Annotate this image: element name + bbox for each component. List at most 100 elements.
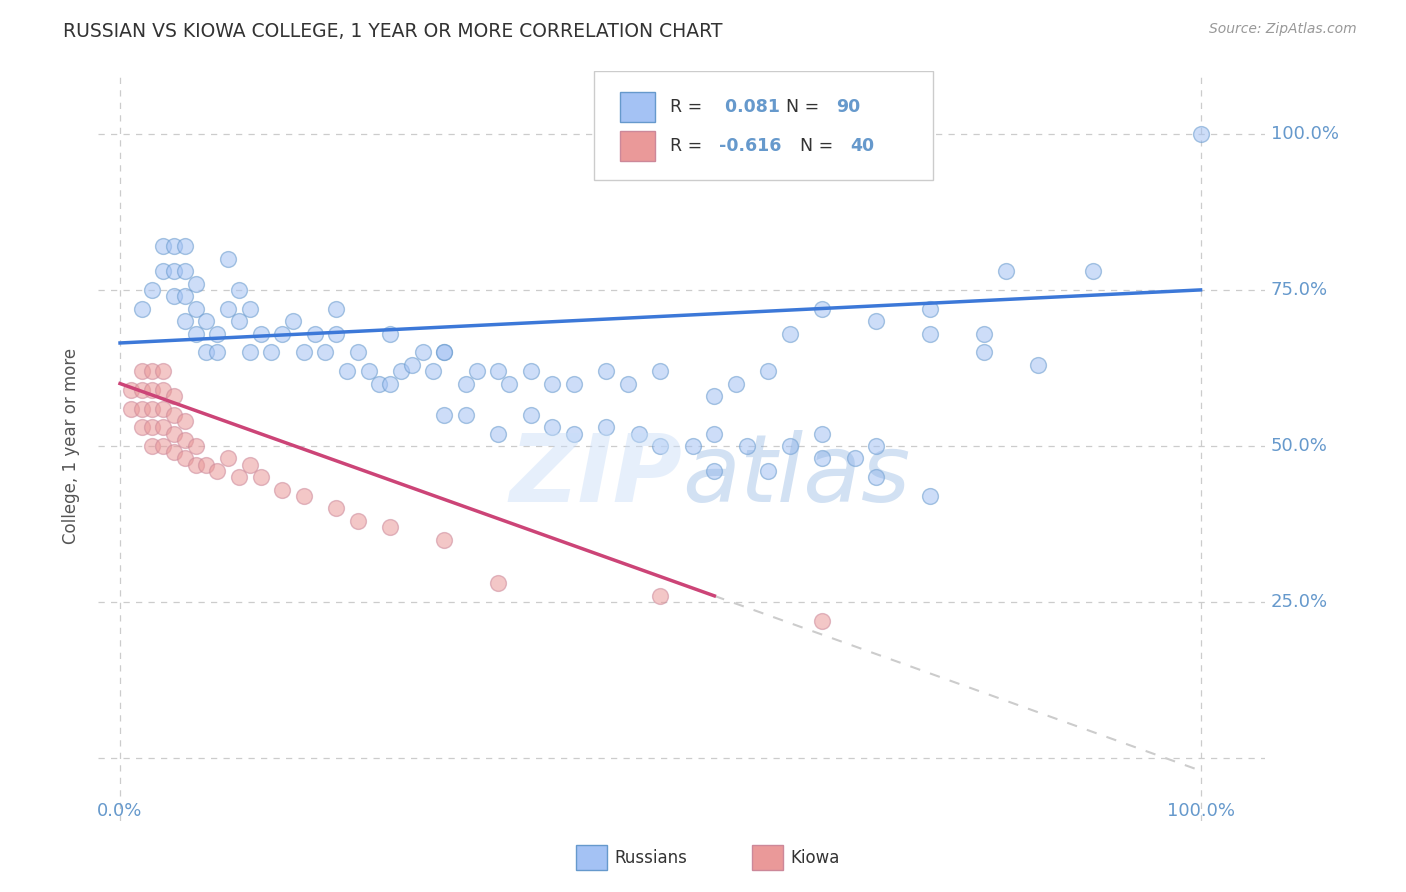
Point — [703, 426, 725, 441]
Point — [184, 301, 207, 316]
Text: 75.0%: 75.0% — [1271, 281, 1327, 299]
Text: 40: 40 — [851, 137, 875, 155]
Text: 90: 90 — [837, 97, 860, 116]
Point — [412, 345, 434, 359]
Point — [292, 489, 315, 503]
Point — [498, 376, 520, 391]
Point — [173, 289, 195, 303]
Text: Kiowa: Kiowa — [790, 849, 839, 867]
Point — [325, 326, 347, 341]
Text: 50.0%: 50.0% — [1271, 437, 1327, 455]
Point — [239, 301, 262, 316]
Point — [152, 439, 174, 453]
Point — [173, 239, 195, 253]
Point — [779, 439, 801, 453]
Point — [811, 451, 834, 466]
Point — [779, 326, 801, 341]
Point — [378, 326, 402, 341]
Point — [541, 376, 564, 391]
Point — [325, 301, 347, 316]
Point — [292, 345, 315, 359]
Point — [1081, 264, 1104, 278]
Point — [152, 383, 174, 397]
Point — [325, 501, 347, 516]
Point — [131, 301, 153, 316]
Point — [271, 483, 294, 497]
Point — [271, 326, 294, 341]
Point — [239, 458, 262, 472]
Point — [163, 289, 186, 303]
Text: ZIP: ZIP — [509, 430, 682, 522]
Text: -0.616: -0.616 — [720, 137, 782, 155]
Point — [920, 301, 942, 316]
Point — [973, 326, 995, 341]
Point — [433, 345, 456, 359]
Point — [562, 376, 585, 391]
Point — [920, 326, 942, 341]
Text: RUSSIAN VS KIOWA COLLEGE, 1 YEAR OR MORE CORRELATION CHART: RUSSIAN VS KIOWA COLLEGE, 1 YEAR OR MORE… — [63, 22, 723, 41]
Point — [152, 364, 174, 378]
Point — [703, 464, 725, 478]
Point — [724, 376, 747, 391]
Point — [184, 326, 207, 341]
Point — [703, 389, 725, 403]
Point — [141, 383, 163, 397]
Point — [756, 464, 779, 478]
Point — [163, 239, 186, 253]
Point — [433, 408, 456, 422]
Point — [260, 345, 283, 359]
Point — [519, 364, 541, 378]
Point — [184, 458, 207, 472]
Point — [304, 326, 326, 341]
Point — [173, 414, 195, 428]
Point — [336, 364, 359, 378]
FancyBboxPatch shape — [595, 71, 932, 180]
Point — [163, 445, 186, 459]
Point — [152, 239, 174, 253]
Point — [228, 314, 250, 328]
Point — [433, 533, 456, 547]
Point — [433, 345, 456, 359]
Point — [368, 376, 391, 391]
Point — [811, 614, 834, 628]
Text: R =: R = — [671, 137, 709, 155]
Point — [195, 345, 218, 359]
Point — [163, 264, 186, 278]
Point — [152, 420, 174, 434]
Point — [865, 439, 887, 453]
Point — [865, 314, 887, 328]
Point — [141, 283, 163, 297]
Point — [346, 514, 368, 528]
Point — [207, 464, 229, 478]
Point — [389, 364, 412, 378]
Point — [650, 364, 672, 378]
Text: N =: N = — [775, 97, 825, 116]
Point — [650, 439, 672, 453]
Text: 100.0%: 100.0% — [1271, 125, 1339, 143]
Point — [281, 314, 304, 328]
Point — [562, 426, 585, 441]
Point — [228, 283, 250, 297]
Point — [131, 401, 153, 416]
Point — [650, 589, 672, 603]
Point — [314, 345, 336, 359]
Point — [239, 345, 262, 359]
Point — [595, 420, 617, 434]
Text: 100.0%: 100.0% — [1167, 802, 1234, 821]
Point — [346, 345, 368, 359]
Point — [249, 470, 271, 484]
Point — [131, 364, 153, 378]
Point — [486, 576, 509, 591]
Point — [217, 301, 239, 316]
Point — [152, 264, 174, 278]
Point — [486, 426, 509, 441]
Text: 0.0%: 0.0% — [97, 802, 143, 821]
Point — [195, 458, 218, 472]
Text: Russians: Russians — [614, 849, 688, 867]
Point — [217, 252, 239, 266]
Text: Source: ZipAtlas.com: Source: ZipAtlas.com — [1209, 22, 1357, 37]
Point — [120, 401, 142, 416]
Point — [120, 383, 142, 397]
Point — [217, 451, 239, 466]
Point — [617, 376, 640, 391]
